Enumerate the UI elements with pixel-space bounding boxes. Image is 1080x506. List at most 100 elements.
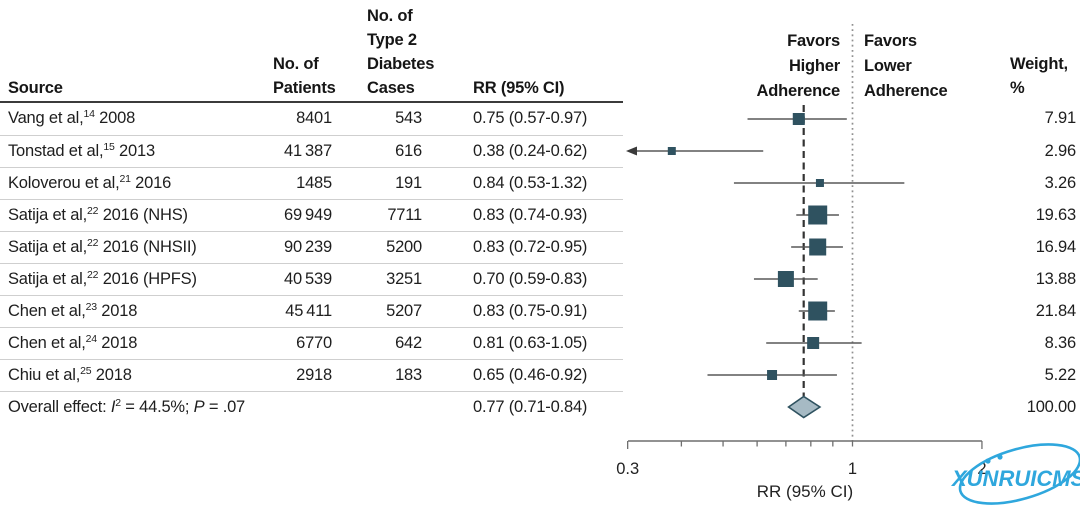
weight-cell: 5.22: [1044, 366, 1077, 384]
study-point-marker: [792, 113, 805, 125]
source-cell: Satija et al,22 2016 (HPFS): [8, 269, 197, 288]
reference-superscript: 21: [119, 173, 131, 185]
cases-cell: 7711: [387, 206, 422, 224]
weight-cell: 2.96: [1044, 142, 1077, 160]
rr-ci-cell: 0.83 (0.72-0.95): [473, 238, 588, 256]
col-header-source: Source: [8, 79, 63, 97]
col-header-weight: Weight, %: [1010, 55, 1068, 97]
x-axis-tick-label: 0.3: [616, 460, 639, 478]
reference-superscript: 22: [87, 237, 99, 249]
header-rule: [0, 101, 623, 103]
reference-superscript: 25: [80, 365, 92, 377]
source-cell: Vang et al,14 2008: [8, 108, 136, 127]
study-point-marker: [777, 271, 794, 287]
table-row-overall: Overall effect: I2 = 44.5%; P = .07 0.77 …: [0, 391, 1076, 424]
col-header-patients-line1: No. of: [273, 55, 319, 73]
rr-ci-cell: 0.83 (0.74-0.93): [473, 206, 588, 224]
col-header-cases-line1: No. of: [367, 7, 413, 25]
table-row: Satija et al,22 2016 (NHSII) 90 239 5200 0.…: [0, 231, 1076, 264]
source-cell: Satija et al,22 2016 (NHSII): [8, 237, 197, 256]
table-row: Vang et al,14 2008 8401 543 0.75 (0.57-0.97…: [0, 103, 1076, 135]
patients-cell: 8401: [296, 109, 332, 127]
table-row: Chiu et al,25 2018 2918 183 0.65 (0.46-0.92…: [0, 359, 1076, 392]
study-point-marker: [815, 179, 824, 187]
patients-cell: 6770: [296, 334, 332, 352]
patients-cell: 1485: [296, 174, 332, 192]
overall-diamond: [787, 395, 822, 419]
weight-cell: 21.84: [1035, 302, 1076, 320]
rr-ci-cell: 0.81 (0.63-1.05): [473, 334, 588, 352]
reference-superscript: 23: [85, 301, 97, 313]
col-header-cases-line4: Cases: [367, 79, 415, 97]
study-point-marker: [808, 301, 828, 321]
watermark-dot-icon: [985, 458, 991, 464]
col-header-cases-line2: Type 2: [367, 31, 417, 49]
reference-superscript: 14: [83, 108, 95, 120]
table-row: Koloverou et al,21 2016 1485 191 0.84 (0.53…: [0, 167, 1076, 200]
patients-cell: 45 411: [285, 302, 332, 320]
reference-superscript: 22: [87, 269, 99, 281]
cases-cell: 5207: [386, 302, 422, 320]
cases-cell: 5200: [386, 238, 422, 256]
col-header-patients: No. of Patients: [273, 52, 336, 100]
patients-cell: 40 539: [284, 270, 332, 288]
rr-ci-cell: 0.70 (0.59-0.83): [473, 270, 588, 288]
patients-cell: 2918: [296, 366, 332, 384]
cases-cell: 616: [395, 142, 422, 160]
col-header-cases: No. of Type 2 Diabetes Cases: [367, 4, 434, 100]
overall-rr-ci-cell: 0.77 (0.71-0.84): [473, 398, 588, 416]
source-cell: Chen et al,23 2018: [8, 301, 138, 320]
patients-cell: 41 387: [284, 142, 332, 160]
rr-ci-cell: 0.65 (0.46-0.92): [473, 366, 588, 384]
weight-cell: 13.88: [1035, 270, 1076, 288]
study-point-marker: [767, 370, 778, 380]
study-point-marker: [808, 205, 828, 225]
source-cell: Tonstad et al,15 2013: [8, 141, 155, 160]
cases-cell: 183: [395, 366, 422, 384]
table-row: Satija et al,22 2016 (NHS) 69 949 7711 0.83…: [0, 199, 1076, 232]
cases-cell: 642: [395, 334, 422, 352]
col-header-rr: RR (95% CI): [473, 79, 565, 97]
weight-cell: 7.91: [1044, 109, 1077, 127]
col-header-cases-line3: Diabetes: [367, 55, 435, 73]
table-row: Satija et al,22 2016 (HPFS) 40 539 3251 0.7…: [0, 263, 1076, 296]
source-cell: Koloverou et al,21 2016: [8, 173, 172, 192]
rr-ci-cell: 0.38 (0.24-0.62): [473, 142, 588, 160]
study-point-marker: [809, 238, 827, 256]
source-cell: Chen et al,24 2018: [8, 333, 138, 352]
favors-lower-label: Favors Lower Adherence: [864, 32, 948, 100]
rr-ci-cell: 0.83 (0.75-0.91): [473, 302, 588, 320]
reference-superscript: 15: [103, 141, 115, 153]
weight-cell: 16.94: [1035, 238, 1076, 256]
source-cell: Satija et al,22 2016 (NHS): [8, 205, 188, 224]
reference-superscript: 24: [85, 333, 97, 345]
table-row: Tonstad et al,15 2013 41 387 616 0.38 (0.24…: [0, 135, 1076, 168]
table-row: Chen et al,23 2018 45 411 5207 0.83 (0.75-0…: [0, 295, 1076, 328]
col-header-patients-line2: Patients: [273, 79, 336, 97]
watermark-text: XUNRUICMS: [952, 466, 1080, 491]
watermark-dot-icon: [997, 454, 1003, 460]
overall-effect-label: Overall effect: I2 = 44.5%; P = .07: [8, 397, 246, 416]
favors-higher-label: Favors Higher Adherence: [756, 32, 841, 100]
weight-cell: 19.63: [1035, 206, 1076, 224]
patients-cell: 69 949: [284, 206, 332, 224]
cases-cell: 543: [395, 109, 422, 127]
patients-cell: 90 239: [284, 238, 332, 256]
cases-cell: 3251: [386, 270, 422, 288]
overall-weight-cell: 100.00: [1026, 398, 1076, 416]
watermark: XUNRUICMS: [936, 428, 1080, 506]
cases-cell: 191: [395, 174, 422, 192]
study-point-marker: [807, 337, 820, 349]
rr-ci-cell: 0.75 (0.57-0.97): [473, 109, 588, 127]
weight-cell: 8.36: [1044, 334, 1077, 352]
ci-clipped-arrow-icon: [626, 146, 637, 156]
x-axis-title: RR (95% CI): [757, 482, 853, 501]
weight-cell: 3.26: [1044, 174, 1077, 192]
source-cell: Chiu et al,25 2018: [8, 365, 132, 384]
table-row: Chen et al,24 2018 6770 642 0.81 (0.63-1.05…: [0, 327, 1076, 360]
rr-ci-cell: 0.84 (0.53-1.32): [473, 174, 588, 192]
x-axis-tick-label: 2: [977, 460, 986, 478]
study-point-marker: [667, 147, 676, 155]
